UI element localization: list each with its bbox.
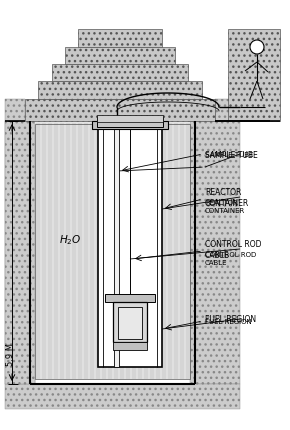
Bar (52, 65, 188, 82)
Circle shape (250, 41, 264, 55)
Bar (118, 307, 142, 339)
Bar (114, 128, 119, 367)
Bar (113, 342, 147, 350)
Text: CONTROL ROD
CABLE: CONTROL ROD CABLE (205, 252, 256, 265)
Bar (98, 128, 162, 367)
Bar (35, 122, 190, 379)
Bar (5, 100, 25, 122)
Bar (35, 125, 190, 379)
Bar (65, 48, 175, 65)
Bar (5, 384, 240, 409)
Bar (228, 30, 280, 122)
Bar (38, 82, 202, 100)
Text: REACTOR
CONTAINER: REACTOR CONTAINER (205, 200, 245, 214)
Text: SAMPLE TUBE: SAMPLE TUBE (205, 152, 253, 158)
Text: CONTROL ROD
CABLE: CONTROL ROD CABLE (205, 240, 262, 259)
Text: REACTOR
CONTAINER: REACTOR CONTAINER (205, 188, 249, 207)
Bar (113, 302, 147, 342)
Bar (105, 294, 155, 302)
Bar (25, 100, 215, 122)
Text: FUEL REGION: FUEL REGION (205, 315, 256, 324)
Text: FUEL REGION: FUEL REGION (205, 318, 252, 324)
Bar (78, 30, 162, 48)
Text: H$_2$O: H$_2$O (59, 233, 81, 246)
Text: 5.9 M: 5.9 M (6, 343, 14, 366)
Bar (97, 116, 163, 123)
Bar (5, 122, 35, 384)
Text: SAMPLE TUBE: SAMPLE TUBE (205, 150, 258, 159)
Bar (190, 122, 240, 384)
Bar (92, 122, 168, 130)
Bar (215, 100, 270, 122)
Bar (5, 122, 35, 384)
Bar (97, 118, 163, 128)
